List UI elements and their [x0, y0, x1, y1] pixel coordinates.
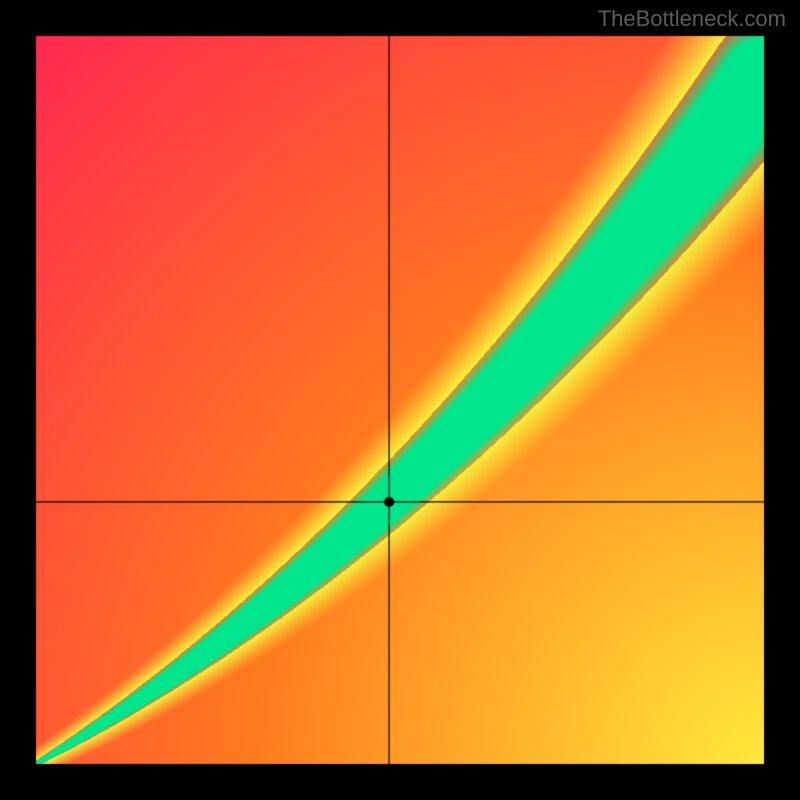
watermark-text: TheBottleneck.com	[598, 6, 786, 32]
bottleneck-heatmap	[0, 0, 800, 800]
